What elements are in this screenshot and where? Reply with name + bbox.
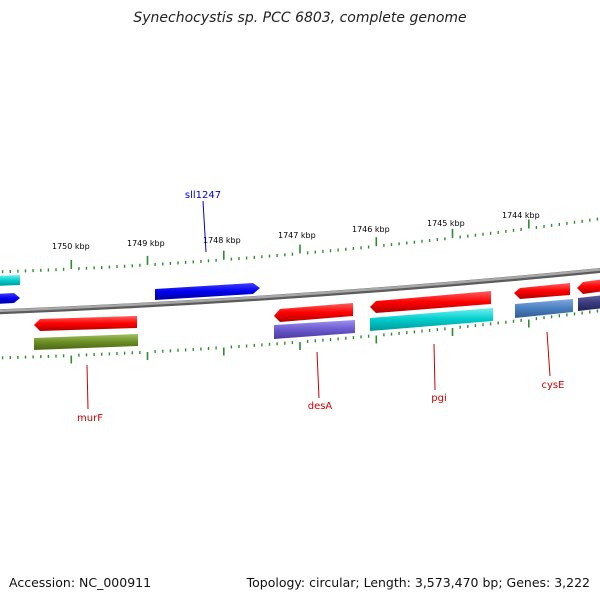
leader-line-cysE <box>546 331 551 377</box>
gene-arrow-steelblue[interactable] <box>515 299 573 318</box>
gene-arrow-cysE[interactable] <box>514 283 570 299</box>
gene-arrow-navy-edge[interactable] <box>578 295 600 311</box>
ruler-label-1746: 1746 kbp <box>352 225 390 234</box>
gene-arrow-blue-forward-left[interactable] <box>0 293 20 304</box>
ruler-label-1750: 1750 kbp <box>52 242 90 251</box>
ruler-label-1748: 1748 kbp <box>203 236 241 245</box>
gene-arrow-sll1247[interactable] <box>155 283 260 300</box>
genome-backbone <box>0 268 600 313</box>
ruler-label-1749: 1749 kbp <box>127 239 165 248</box>
genome-summary-text: Topology: circular; Length: 3,573,470 bp… <box>246 575 590 590</box>
gene-arrow-murF[interactable] <box>34 316 137 331</box>
accession-text: Accession: NC_000911 <box>9 575 152 590</box>
gene-arrow-cyan-forward[interactable] <box>0 275 20 286</box>
gene-arrow-red-edge[interactable] <box>577 279 600 294</box>
gene-label-pgi[interactable]: pgi <box>431 393 446 404</box>
leader-line-desA <box>316 351 320 399</box>
map-title: Synechocystis sp. PCC 6803, complete gen… <box>133 10 467 26</box>
leader-line-sll1247 <box>202 200 207 253</box>
gene-arrow-cyan-reverse[interactable] <box>370 308 493 331</box>
gene-arrow-olive[interactable] <box>34 334 138 350</box>
gene-label-murF[interactable]: murF <box>77 413 103 424</box>
ruler-label-1745: 1745 kbp <box>427 219 465 228</box>
gene-arrow-pgi[interactable] <box>370 291 491 313</box>
gene-label-sll1247[interactable]: sll1247 <box>185 190 221 201</box>
gene-arrow-desA[interactable] <box>274 303 353 322</box>
ruler-label-1747: 1747 kbp <box>278 231 316 240</box>
ruler-label-1744: 1744 kbp <box>502 211 540 220</box>
gene-label-desA[interactable]: desA <box>308 401 333 412</box>
gene-label-cysE[interactable]: cysE <box>542 380 565 391</box>
forward-genes <box>0 275 260 304</box>
lower-tick-ruler <box>1 309 599 364</box>
gene-arrow-purple[interactable] <box>274 320 355 339</box>
upper-tick-ruler <box>1 217 599 274</box>
reverse-genes <box>34 279 600 350</box>
leader-line-pgi <box>433 343 436 391</box>
leader-line-murF <box>86 364 89 410</box>
